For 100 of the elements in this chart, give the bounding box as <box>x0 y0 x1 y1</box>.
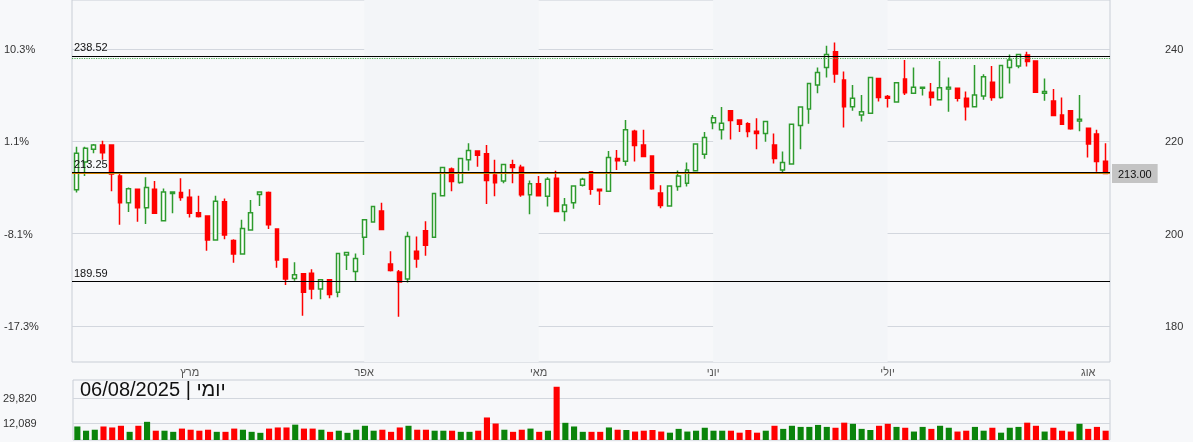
bar <box>213 431 220 440</box>
candlestick <box>727 110 734 141</box>
candlestick <box>692 143 699 172</box>
bar <box>257 432 264 440</box>
candlestick <box>806 82 812 125</box>
candlestick <box>675 169 682 192</box>
bar <box>466 431 473 440</box>
y2-tick-label: -8.1% <box>4 227 33 240</box>
bar <box>344 432 351 440</box>
candlestick <box>108 144 115 192</box>
bar <box>135 425 142 440</box>
candlestick <box>300 272 307 317</box>
candlestick <box>483 144 490 205</box>
bar <box>605 427 612 440</box>
candlestick <box>308 268 315 300</box>
bar <box>370 430 377 440</box>
bar <box>902 427 909 440</box>
candlestick <box>370 205 376 223</box>
bar <box>727 430 734 440</box>
bar <box>919 426 926 440</box>
bar <box>91 429 98 440</box>
bar <box>161 430 168 440</box>
bar <box>658 431 665 440</box>
candlestick <box>143 176 150 225</box>
bar <box>187 429 194 440</box>
bar <box>74 426 81 440</box>
bar <box>239 429 246 440</box>
candlestick <box>221 197 228 240</box>
candlestick <box>736 119 743 133</box>
bar <box>422 429 429 440</box>
bar <box>1015 426 1022 440</box>
bar <box>640 430 647 440</box>
x-tick-label: אוג <box>1080 365 1096 378</box>
bar <box>649 430 656 440</box>
bar <box>876 425 883 440</box>
bar <box>893 426 900 440</box>
candlestick <box>614 149 621 171</box>
candlestick <box>657 184 664 209</box>
bar <box>170 431 177 440</box>
candlestick <box>561 197 568 222</box>
candlestick <box>343 251 350 271</box>
y2-tick-label: -17.3% <box>4 319 40 332</box>
candlestick <box>404 231 411 284</box>
candlestick <box>771 132 778 165</box>
bar <box>178 428 185 440</box>
bar <box>483 417 490 440</box>
bar <box>475 430 482 440</box>
candlestick <box>1076 94 1083 132</box>
bar <box>544 430 551 440</box>
candlestick <box>1050 88 1057 117</box>
candlestick <box>570 184 577 210</box>
candlestick <box>413 235 420 269</box>
candlestick <box>256 190 263 207</box>
candlestick <box>745 121 751 138</box>
candlestick <box>640 129 647 158</box>
candlestick <box>954 87 961 103</box>
bar <box>100 426 107 440</box>
bar <box>327 431 334 440</box>
bar <box>849 423 856 440</box>
bar <box>388 431 395 440</box>
x-tick-label: אפר <box>354 365 375 378</box>
bar <box>623 430 630 440</box>
bar <box>632 431 639 440</box>
bar <box>309 428 316 440</box>
ref-line-label: 189.59 <box>74 267 108 280</box>
candlestick <box>509 159 516 185</box>
candlestick <box>282 258 289 286</box>
bar <box>823 426 830 440</box>
bar <box>710 430 717 440</box>
candlestick <box>291 261 298 282</box>
bar <box>832 427 839 440</box>
bar <box>1041 431 1048 440</box>
bar <box>1032 425 1039 440</box>
x-tick-label: מרץ <box>180 365 200 378</box>
bar <box>109 427 116 440</box>
candlestick <box>814 66 821 95</box>
bar <box>440 430 447 440</box>
bar <box>266 428 273 440</box>
candlestick <box>910 66 917 95</box>
bar <box>666 432 673 440</box>
bar <box>719 430 726 440</box>
candlestick <box>247 199 254 231</box>
bar <box>579 431 586 440</box>
bar <box>457 431 464 440</box>
candlestick <box>204 215 211 252</box>
candlestick <box>980 73 987 101</box>
candlestick <box>169 191 176 215</box>
candlestick <box>1041 77 1048 102</box>
candlestick <box>239 219 246 255</box>
bar <box>597 431 604 440</box>
bar <box>971 426 978 440</box>
candlestick <box>1085 127 1092 159</box>
candlestick <box>544 176 551 208</box>
candlestick <box>1093 129 1100 173</box>
y-tick-label: 220 <box>1165 135 1184 148</box>
candlestick <box>919 86 926 97</box>
candlestick <box>867 76 874 114</box>
bar <box>841 422 848 440</box>
bar <box>196 430 203 440</box>
candlestick <box>902 59 908 96</box>
